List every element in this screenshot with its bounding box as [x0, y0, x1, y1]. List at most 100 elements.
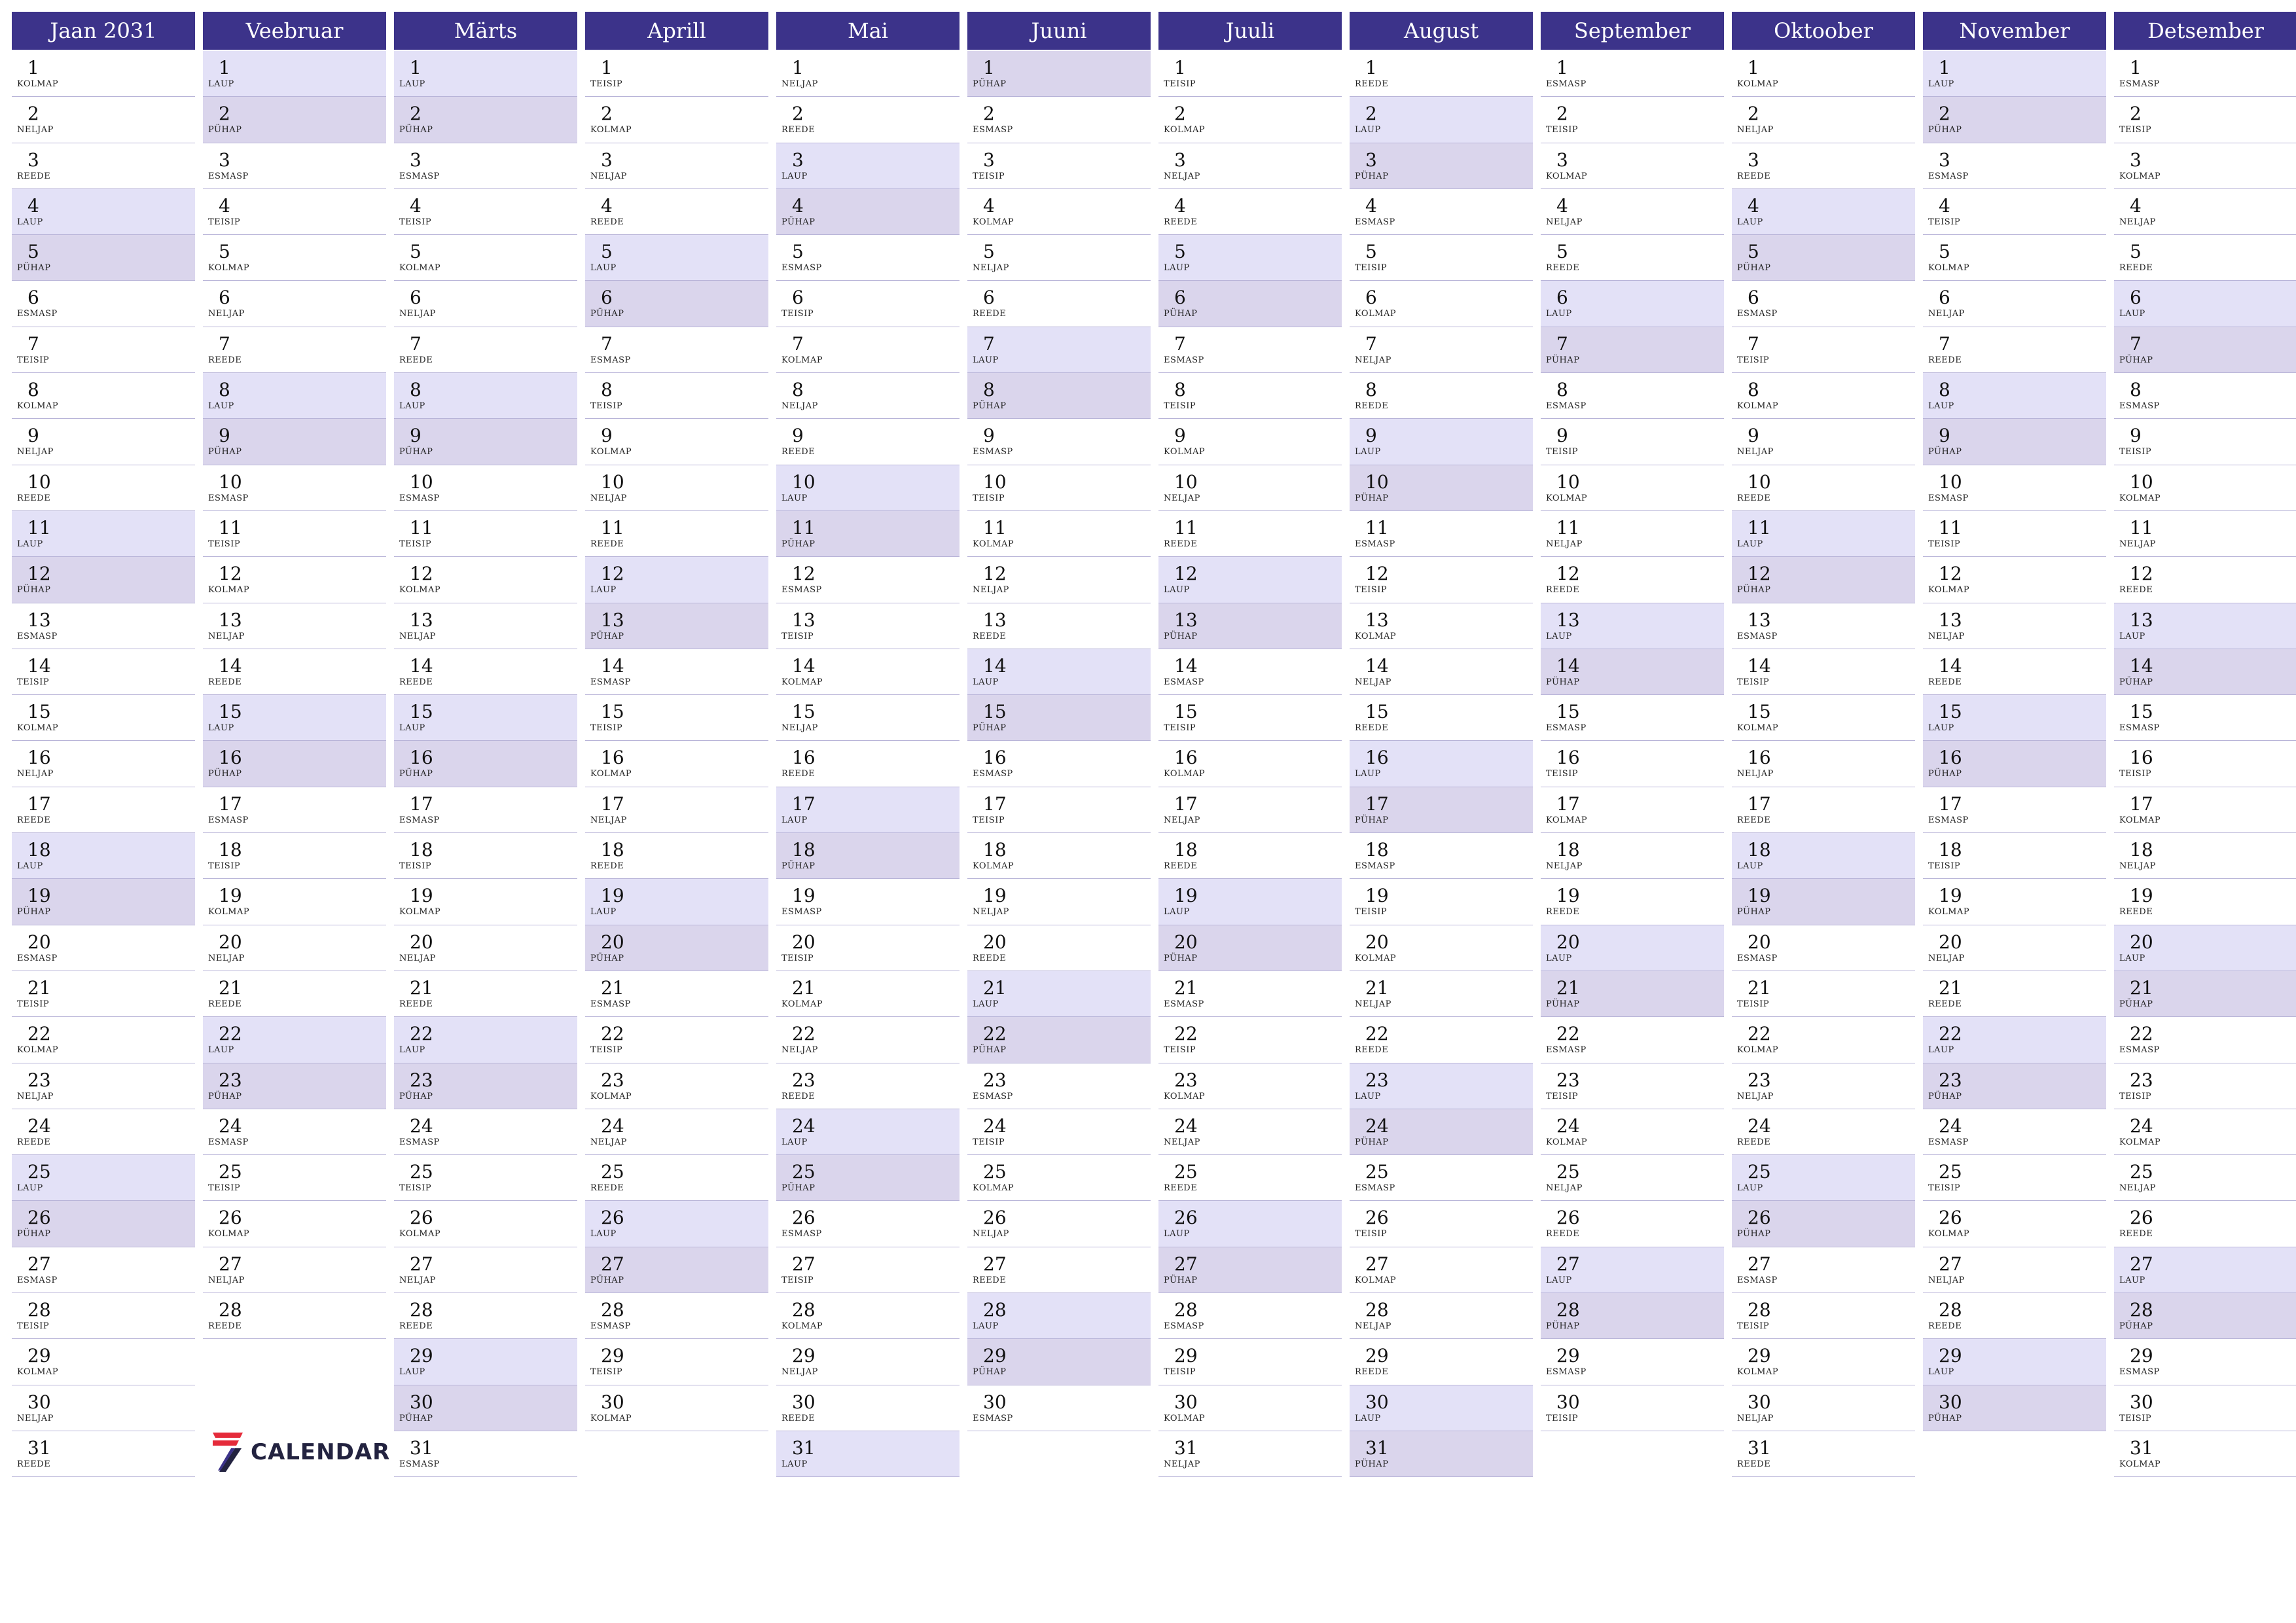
day-cell[interactable]: 31 LAUP	[776, 1431, 960, 1478]
day-cell[interactable]: 8 LAUP	[1923, 373, 2106, 419]
day-cell[interactable]: 21 TEISIP	[1732, 971, 1915, 1018]
day-cell[interactable]: 3 KOLMAP	[2114, 143, 2296, 189]
day-cell[interactable]: 6 NELJAP	[203, 281, 386, 327]
day-cell[interactable]: 1 KOLMAP	[12, 51, 195, 98]
day-cell[interactable]: 2 KOLMAP	[585, 97, 768, 143]
day-cell[interactable]: 29 ESMASP	[2114, 1339, 2296, 1385]
day-cell[interactable]: 18 TEISIP	[394, 833, 577, 880]
day-cell[interactable]: 7 LAUP	[967, 327, 1151, 374]
day-cell[interactable]: 14 PÜHAP	[1541, 649, 1724, 696]
day-cell[interactable]: 5 KOLMAP	[203, 235, 386, 281]
day-cell[interactable]: 9 NELJAP	[12, 419, 195, 465]
day-cell[interactable]: 25 ESMASP	[1350, 1155, 1533, 1202]
day-cell[interactable]: 24 ESMASP	[1923, 1109, 2106, 1156]
day-cell[interactable]: 27 ESMASP	[1732, 1247, 1915, 1294]
day-cell[interactable]: 8 KOLMAP	[1732, 373, 1915, 419]
day-cell[interactable]: 15 LAUP	[394, 695, 577, 741]
day-cell[interactable]: 20 ESMASP	[12, 925, 195, 971]
day-cell[interactable]: 26 PÜHAP	[12, 1201, 195, 1247]
day-cell[interactable]: 2 NELJAP	[1732, 97, 1915, 143]
day-cell[interactable]: 29 KOLMAP	[12, 1339, 195, 1385]
day-cell[interactable]: 24 REEDE	[1732, 1109, 1915, 1156]
day-cell[interactable]: 13 PÜHAP	[585, 603, 768, 649]
day-cell[interactable]: 31 REEDE	[1732, 1431, 1915, 1478]
day-cell[interactable]: 10 LAUP	[776, 465, 960, 511]
day-cell[interactable]: 3 REEDE	[12, 143, 195, 189]
day-cell[interactable]: 1 ESMASP	[2114, 51, 2296, 98]
day-cell[interactable]: 12 ESMASP	[776, 557, 960, 603]
day-cell[interactable]: 18 PÜHAP	[776, 833, 960, 880]
day-cell[interactable]: 31 KOLMAP	[2114, 1431, 2296, 1478]
day-cell[interactable]: 26 KOLMAP	[1923, 1201, 2106, 1247]
day-cell[interactable]: 6 PÜHAP	[1158, 281, 1342, 327]
day-cell[interactable]: 14 REEDE	[203, 649, 386, 696]
day-cell[interactable]: 23 TEISIP	[1541, 1063, 1724, 1109]
day-cell[interactable]: 31 REEDE	[12, 1431, 195, 1478]
day-cell[interactable]: 3 REEDE	[1732, 143, 1915, 189]
day-cell[interactable]: 30 NELJAP	[12, 1385, 195, 1431]
day-cell[interactable]: 27 NELJAP	[203, 1247, 386, 1294]
day-cell[interactable]: 11 ESMASP	[1350, 511, 1533, 558]
day-cell[interactable]: 2 PÜHAP	[394, 97, 577, 143]
day-cell[interactable]: 13 LAUP	[2114, 603, 2296, 649]
day-cell[interactable]: 16 PÜHAP	[203, 741, 386, 787]
day-cell[interactable]: 14 TEISIP	[1732, 649, 1915, 696]
day-cell[interactable]: 30 KOLMAP	[1158, 1385, 1342, 1431]
day-cell[interactable]: 3 LAUP	[776, 143, 960, 189]
day-cell[interactable]: 9 TEISIP	[1541, 419, 1724, 465]
day-cell[interactable]: 18 NELJAP	[1541, 833, 1724, 880]
day-cell[interactable]: 1 KOLMAP	[1732, 51, 1915, 98]
day-cell[interactable]: 15 NELJAP	[776, 695, 960, 741]
day-cell[interactable]: 17 REEDE	[1732, 787, 1915, 834]
day-cell[interactable]: 25 TEISIP	[203, 1155, 386, 1202]
day-cell[interactable]: 2 REEDE	[776, 97, 960, 143]
day-cell[interactable]: 14 ESMASP	[585, 649, 768, 696]
day-cell[interactable]: 7 PÜHAP	[1541, 327, 1724, 374]
day-cell[interactable]: 20 KOLMAP	[1350, 925, 1533, 971]
day-cell[interactable]: 4 REEDE	[585, 189, 768, 236]
day-cell[interactable]: 24 PÜHAP	[1350, 1109, 1533, 1156]
day-cell[interactable]: 17 KOLMAP	[2114, 787, 2296, 834]
day-cell[interactable]: 22 LAUP	[1923, 1017, 2106, 1063]
day-cell[interactable]: 25 REEDE	[585, 1155, 768, 1202]
day-cell[interactable]: 11 KOLMAP	[967, 511, 1151, 558]
day-cell[interactable]: 25 LAUP	[1732, 1155, 1915, 1202]
day-cell[interactable]: 29 PÜHAP	[967, 1339, 1151, 1385]
day-cell[interactable]: 22 KOLMAP	[1732, 1017, 1915, 1063]
day-cell[interactable]: 16 LAUP	[1350, 741, 1533, 787]
day-cell[interactable]: 18 REEDE	[1158, 833, 1342, 880]
day-cell[interactable]: 2 NELJAP	[12, 97, 195, 143]
day-cell[interactable]: 1 ESMASP	[1541, 51, 1724, 98]
day-cell[interactable]: 14 LAUP	[967, 649, 1151, 696]
day-cell[interactable]: 23 NELJAP	[12, 1063, 195, 1109]
day-cell[interactable]: 13 KOLMAP	[1350, 603, 1533, 649]
day-cell[interactable]: 21 ESMASP	[1158, 971, 1342, 1018]
day-cell[interactable]: 3 ESMASP	[1923, 143, 2106, 189]
day-cell[interactable]: 14 NELJAP	[1350, 649, 1533, 696]
day-cell[interactable]: 6 REEDE	[967, 281, 1151, 327]
day-cell[interactable]: 21 LAUP	[967, 971, 1151, 1018]
day-cell[interactable]: 12 KOLMAP	[394, 557, 577, 603]
day-cell[interactable]: 4 LAUP	[1732, 188, 1915, 236]
day-cell[interactable]: 19 KOLMAP	[203, 879, 386, 925]
day-cell[interactable]: 23 KOLMAP	[1158, 1063, 1342, 1109]
day-cell[interactable]: 28 LAUP	[967, 1293, 1151, 1340]
day-cell[interactable]: 24 ESMASP	[394, 1109, 577, 1156]
day-cell[interactable]: 15 TEISIP	[1158, 695, 1342, 741]
day-cell[interactable]: 11 REEDE	[585, 511, 768, 558]
day-cell[interactable]: 22 PÜHAP	[967, 1017, 1151, 1063]
day-cell[interactable]: 8 REEDE	[1350, 373, 1533, 419]
day-cell[interactable]: 14 PÜHAP	[2114, 649, 2296, 696]
day-cell[interactable]: 23 LAUP	[1350, 1063, 1533, 1109]
day-cell[interactable]: 27 KOLMAP	[1350, 1247, 1533, 1294]
day-cell[interactable]: 22 TEISIP	[585, 1017, 768, 1063]
day-cell[interactable]: 13 REEDE	[967, 603, 1151, 649]
day-cell[interactable]: 11 NELJAP	[2114, 511, 2296, 558]
day-cell[interactable]: 5 NELJAP	[967, 235, 1151, 281]
day-cell[interactable]: 8 TEISIP	[585, 373, 768, 419]
day-cell[interactable]: 25 LAUP	[12, 1155, 195, 1202]
day-cell[interactable]: 7 TEISIP	[1732, 327, 1915, 374]
day-cell[interactable]: 11 PÜHAP	[776, 510, 960, 558]
day-cell[interactable]: 28 REEDE	[394, 1293, 577, 1340]
day-cell[interactable]: 4 TEISIP	[394, 189, 577, 236]
